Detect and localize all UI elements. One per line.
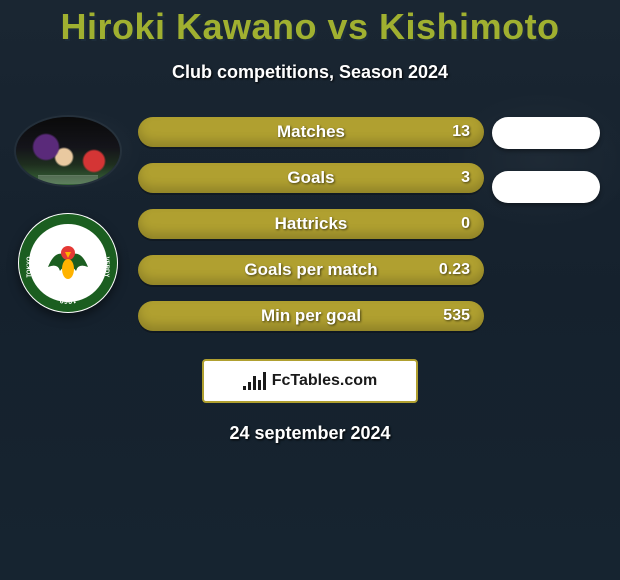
subtitle: Club competitions, Season 2024	[0, 62, 620, 83]
badge-right-text: VERDY	[103, 257, 109, 278]
content-root: Hiroki Kawano vs Kishimoto Club competit…	[0, 0, 620, 444]
stat-label: Min per goal	[261, 306, 361, 326]
stat-bar-goals: Goals 3	[138, 163, 484, 193]
bars-icon	[243, 372, 266, 390]
footer-date: 24 september 2024	[0, 423, 620, 444]
badge-left-text: TOKYO	[27, 256, 33, 278]
club-badge-svg: FOOTBALL CLUB 1969 TOKYO VERDY	[18, 213, 118, 313]
page-title: Hiroki Kawano vs Kishimoto	[0, 0, 620, 48]
stat-bar-min-per-goal: Min per goal 535	[138, 301, 484, 331]
stat-label: Goals	[287, 168, 334, 188]
stat-value: 0	[461, 215, 470, 233]
branding-box: FcTables.com	[202, 359, 418, 403]
stat-value: 13	[452, 123, 470, 141]
stat-label: Hattricks	[275, 214, 348, 234]
stat-value: 535	[443, 307, 470, 325]
left-column: FOOTBALL CLUB 1969 TOKYO VERDY	[8, 117, 128, 313]
club-badge: FOOTBALL CLUB 1969 TOKYO VERDY	[18, 213, 118, 313]
branding-text: FcTables.com	[272, 372, 378, 390]
body-row: FOOTBALL CLUB 1969 TOKYO VERDY	[0, 117, 620, 331]
stat-value: 0.23	[439, 261, 470, 279]
stat-value: 3	[461, 169, 470, 187]
stats-column: Matches 13 Goals 3 Hattricks 0 Goals per…	[128, 117, 492, 331]
stat-label: Goals per match	[244, 260, 377, 280]
blank-pill	[492, 171, 600, 203]
stat-bar-matches: Matches 13	[138, 117, 484, 147]
stat-bar-hattricks: Hattricks 0	[138, 209, 484, 239]
player-photo	[16, 117, 120, 185]
right-column	[492, 117, 612, 203]
stat-bar-goals-per-match: Goals per match 0.23	[138, 255, 484, 285]
blank-pill	[492, 117, 600, 149]
stat-label: Matches	[277, 122, 345, 142]
